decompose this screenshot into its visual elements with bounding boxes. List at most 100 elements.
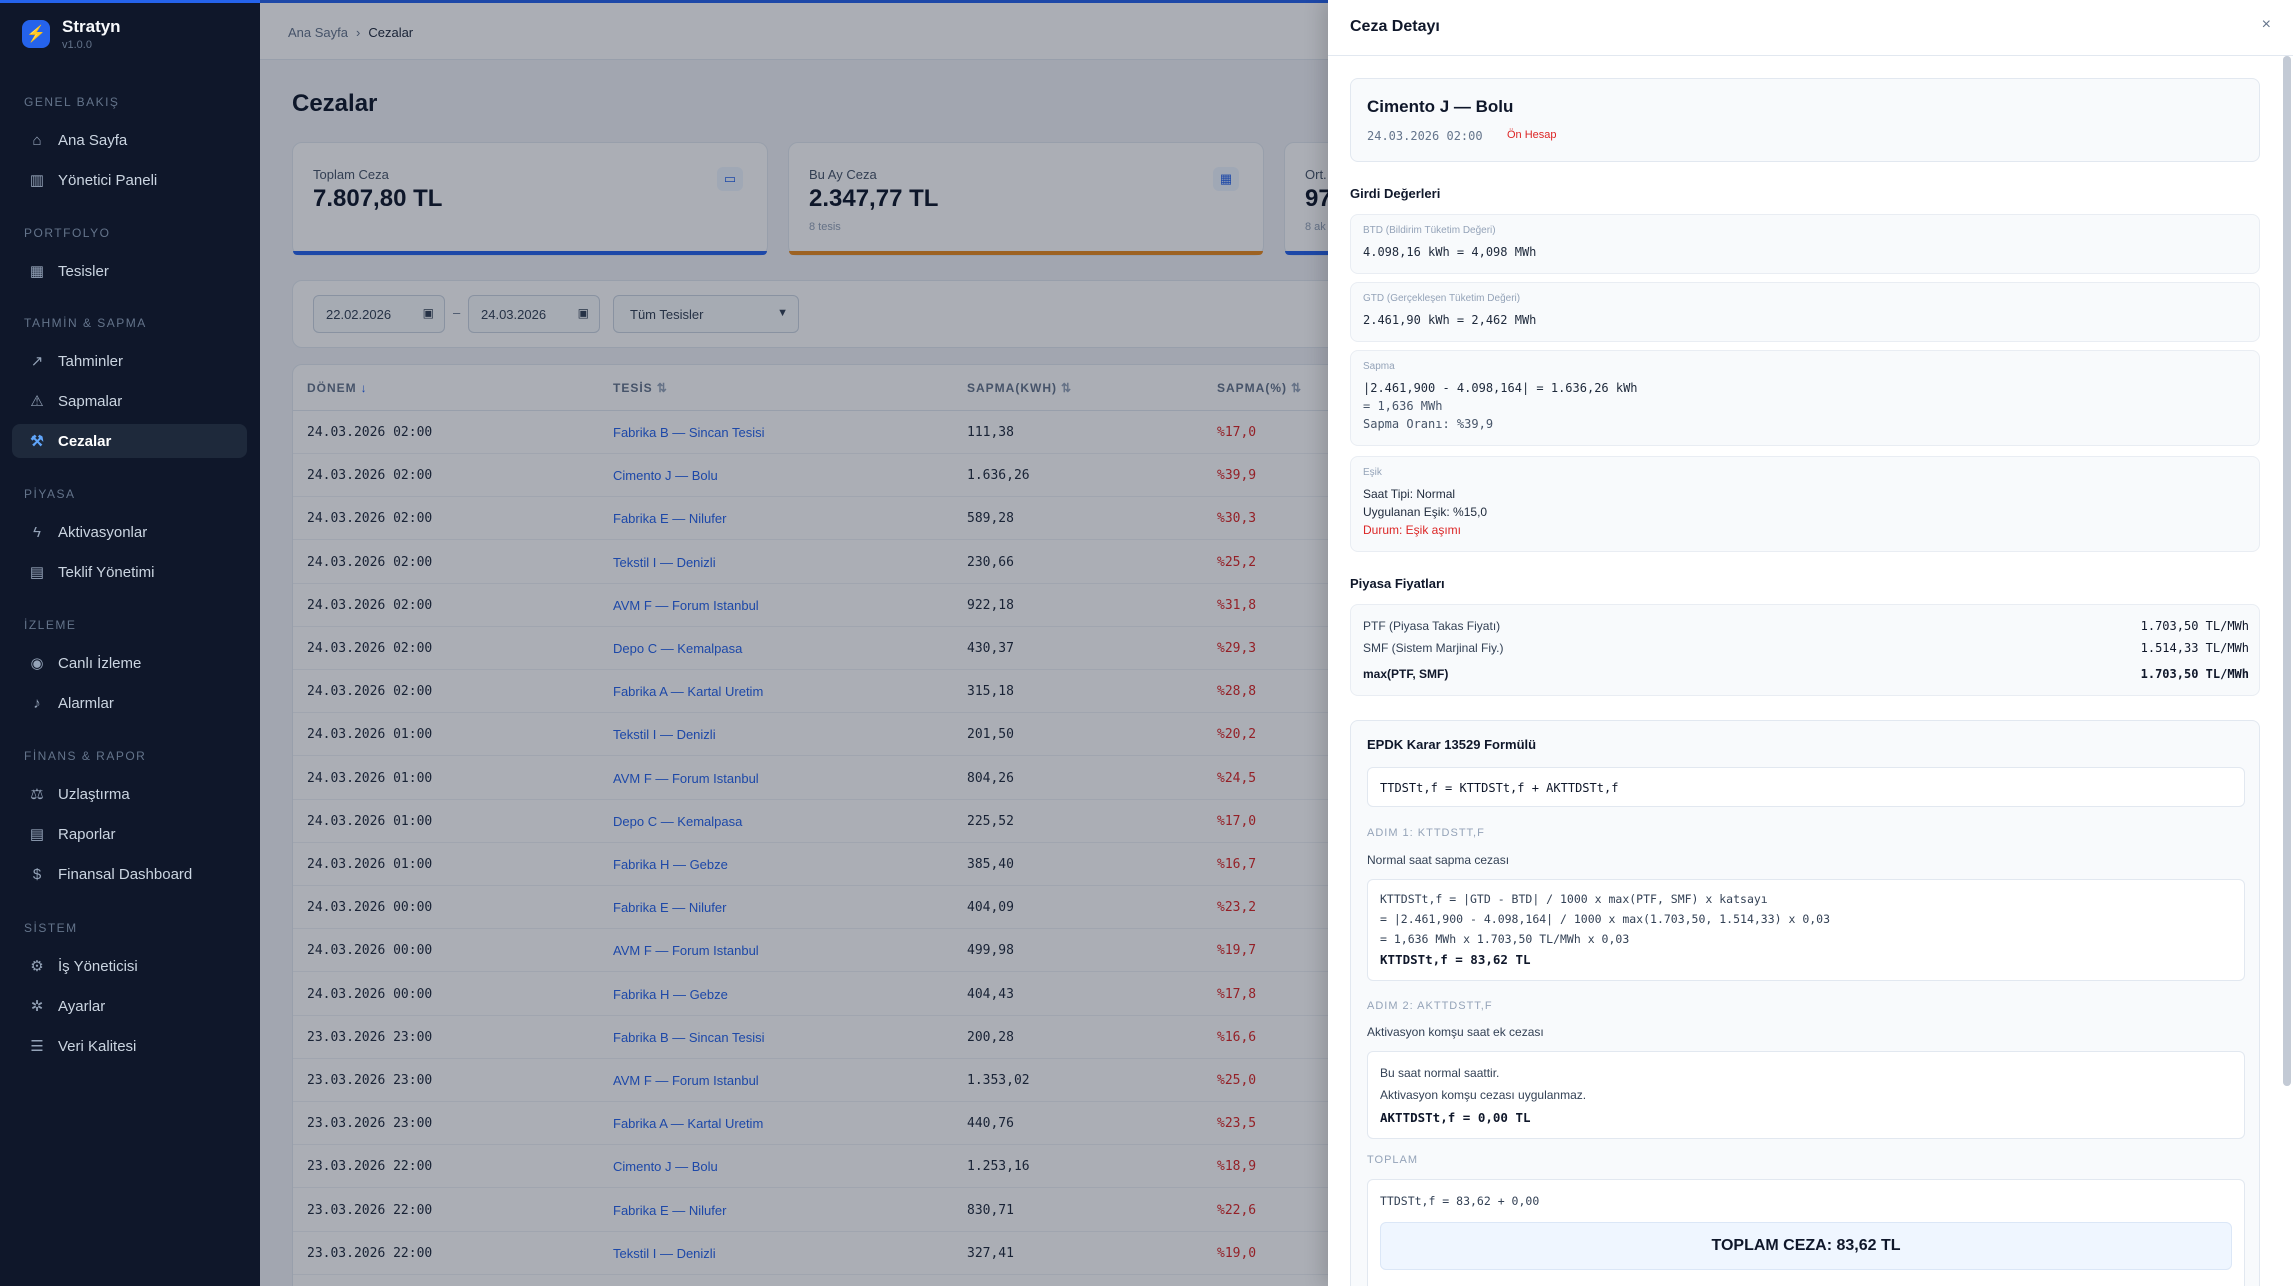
cell-kwh: 225,52 [967, 813, 1014, 829]
date-to-input[interactable]: 24.03.2026 ▣ [468, 295, 600, 333]
cell-pct: %20,2 [1217, 727, 1257, 743]
cell-facility-link[interactable]: Fabrika H — Gebze [613, 857, 728, 872]
brand[interactable]: ⚡ Stratyn v1.0.0 [22, 17, 121, 51]
breadcrumb-home[interactable]: Ana Sayfa [288, 25, 348, 40]
table-row[interactable]: 24.03.2026 01:00 AVM F — Forum Istanbul 80… [293, 757, 1791, 800]
calendar-icon[interactable]: ▣ [577, 306, 589, 320]
table-row[interactable]: 24.03.2026 02:00 Fabrika E — Nilufer 589,2… [293, 497, 1791, 541]
table-row[interactable]: 24.03.2026 00:00 Fabrika E — Nilufer 404,0… [293, 886, 1791, 930]
cell-pct: %30,3 [1217, 511, 1257, 527]
cell-facility-link[interactable]: Tekstil I — Denizli [613, 727, 716, 743]
table-row[interactable]: 24.03.2026 02:00 Depo C — Kemalpasa 430,37… [293, 627, 1791, 670]
table-row[interactable]: 23.03.2026 22:00 Fabrika E — Nilufer 830,7… [293, 1189, 1791, 1232]
sidebar-item-ana-sayfa[interactable]: ⌂ Ana Sayfa [12, 123, 247, 157]
cell-facility-link[interactable]: AVM F — Forum Istanbul [613, 597, 759, 613]
gtd-caption: GTD (Gerçekleşen Tüketim Değeri) [1363, 293, 1521, 304]
table-row[interactable]: 24.03.2026 00:00 AVM F — Forum Istanbul 49… [293, 929, 1791, 973]
cell-pct: %19,7 [1217, 943, 1257, 959]
cell-facility-link[interactable]: AVM F — Forum Istanbul [613, 1073, 759, 1088]
cell-period: 24.03.2026 01:00 [307, 770, 433, 786]
date-from-input[interactable]: 22.02.2026 ▣ [313, 295, 445, 333]
sidebar-item-sapmalar[interactable]: ⚠ Sapmalar [12, 384, 247, 418]
gear-icon: ✲ [30, 998, 44, 1015]
sidebar-item-cezalar[interactable]: ⚒ Cezalar [12, 424, 247, 458]
broadcast-icon: ◉ [30, 655, 44, 672]
cell-period: 24.03.2026 01:00 [307, 727, 433, 743]
facility-select[interactable]: Tüm Tesisler ▼ [613, 295, 799, 333]
formula-title: EPDK Karar 13529 Formülü [1367, 737, 1537, 752]
sidebar-item-yonetici-paneli[interactable]: ▥ Yönetici Paneli [12, 163, 247, 197]
table-row[interactable]: 24.03.2026 00:00 Fabrika H — Gebze 404,43%… [293, 973, 1791, 1016]
table-row[interactable]: 23.03.2026 23:00 Fabrika B — Sincan Tesis… [293, 1016, 1791, 1059]
sidebar: ⚡ Stratyn v1.0.0 GENEL BAKIŞ ⌂ Ana Sayfa … [0, 0, 260, 1286]
bar-chart-icon: ▥ [29, 172, 45, 189]
cell-facility-link[interactable]: Fabrika E — Nilufer [613, 1202, 727, 1218]
sidebar-item-canli-izleme[interactable]: ◉ Canlı İzleme [12, 646, 247, 680]
table-row[interactable]: 24.03.2026 01:00 Depo C — Kemalpasa 225,52… [293, 800, 1791, 843]
cog-icon: ⚙ [30, 958, 44, 975]
drawer-scrollbar[interactable] [2283, 56, 2291, 1086]
sidebar-item-teklif-yonetimi[interactable]: ▤ Teklif Yönetimi [12, 555, 247, 589]
bell-icon: ♪ [33, 694, 41, 712]
cell-facility-link[interactable]: Fabrika A — Kartal Uretim [613, 684, 764, 700]
building-icon: ▦ [29, 263, 45, 280]
table-row[interactable]: 24.03.2026 01:00 Fabrika H — Gebze 385,40%… [293, 843, 1791, 886]
cell-facility-link[interactable]: Fabrika H — Gebze [613, 986, 728, 1002]
scrollbar-thumb[interactable] [2283, 56, 2291, 1086]
cell-facility-link[interactable]: AVM F — Forum Istanbul [613, 770, 759, 786]
cell-pct: %28,8 [1217, 684, 1257, 700]
cell-facility-link[interactable]: Fabrika E — Nilufer [613, 511, 727, 527]
total-label: TOPLAM [1367, 1154, 1419, 1166]
header-period[interactable]: DÖNEM ↓ [307, 381, 368, 395]
sidebar-item-is-yoneticisi[interactable]: ⚙ İş Yöneticisi [12, 949, 247, 983]
header-facility[interactable]: TESİS ⇅ [613, 381, 668, 395]
table-row[interactable]: 24.03.2026 02:00 Cimento J — Bolu 1.636,26… [293, 454, 1791, 498]
sort-icon: ⇅ [656, 381, 668, 395]
header-kwh[interactable]: SAPMA(KWH) ⇅ [967, 381, 1073, 395]
sidebar-item-tahminler[interactable]: ↗ Tahminler [12, 344, 247, 378]
calendar-icon[interactable]: ▣ [422, 306, 434, 320]
table-row[interactable]: 23.03.2026 22:00 Tekstil I — Denizli 327,4… [293, 1232, 1791, 1275]
cell-facility-link[interactable]: Tekstil I — Denizli [613, 1245, 716, 1261]
cell-facility-link[interactable]: AVM F — Forum Istanbul [613, 943, 759, 959]
step1-result: KTTDSTt,f = 83,62 TL [1380, 952, 1531, 967]
cell-facility-link[interactable]: Depo C — Kemalpasa [613, 641, 743, 656]
sidebar-item-finansal-dashboard[interactable]: $ Finansal Dashboard [12, 857, 247, 891]
home-icon: ⌂ [32, 131, 42, 149]
cell-facility-link[interactable]: Fabrika E — Nilufer [613, 900, 727, 916]
cell-period: 24.03.2026 02:00 [307, 425, 433, 440]
table-row[interactable]: 23.03.2026 22:00 Cimento J — Bolu 1.253,16… [293, 1145, 1791, 1189]
sort-asc-icon: ↓ [360, 381, 368, 395]
table-row[interactable]: 23.03.2026 23:00 Fabrika A — Kartal Ureti… [293, 1102, 1791, 1146]
sidebar-item-aktivasyonlar[interactable]: ϟ Aktivasyonlar [12, 515, 247, 549]
cell-facility-link[interactable]: Fabrika B — Sincan Tesisi [613, 425, 765, 440]
summary-date: 24.03.2026 02:00 [1367, 129, 1483, 143]
sidebar-item-alarmlar[interactable]: ♪ Alarmlar [12, 686, 247, 720]
nav-section-genel: GENEL BAKIŞ [24, 95, 120, 109]
sidebar-item-tesisler[interactable]: ▦ Tesisler [12, 254, 247, 288]
sidebar-item-uzlastirma[interactable]: ⚖ Uzlaştırma [12, 777, 247, 811]
table-row[interactable]: 24.03.2026 02:00 AVM F — Forum Istanbul 92… [293, 584, 1791, 627]
cell-facility-link[interactable]: Tekstil I — Denizli [613, 554, 716, 570]
table-row[interactable]: 24.03.2026 02:00 Tekstil I — Denizli 230,6… [293, 541, 1791, 584]
stat-label: Toplam Ceza [313, 167, 389, 182]
sidebar-item-veri-kalitesi[interactable]: ☰ Veri Kalitesi [12, 1029, 247, 1063]
trend-icon: ↗ [30, 353, 44, 370]
cell-facility-link[interactable]: Depo C — Kemalpasa [613, 813, 743, 829]
formula-main: TTDSTt,f = KTTDSTt,f + AKTTDSTt,f [1380, 781, 1619, 795]
close-icon[interactable]: × [2261, 16, 2271, 33]
breadcrumb-current: Cezalar [368, 25, 414, 40]
cell-facility-link[interactable]: Fabrika A — Kartal Uretim [613, 1116, 764, 1132]
table-row[interactable]: 24.03.2026 01:00 Tekstil I — Denizli 201,5… [293, 713, 1791, 757]
cell-facility-link[interactable]: Fabrika B — Sincan Tesisi [613, 1029, 765, 1045]
step1-code-box: KTTDSTt,f = |GTD - BTD| / 1000 x max(PTF… [1367, 879, 2245, 981]
sidebar-item-ayarlar[interactable]: ✲ Ayarlar [12, 989, 247, 1023]
table-row[interactable]: 24.03.2026 02:00 Fabrika B — Sincan Tesis… [293, 411, 1791, 454]
sidebar-item-raporlar[interactable]: ▤ Raporlar [12, 817, 247, 851]
table-row[interactable]: 23.03.2026 23:00 AVM F — Forum Istanbul 1.… [293, 1059, 1791, 1102]
cell-facility-link[interactable]: Cimento J — Bolu [613, 468, 718, 484]
table-row[interactable]: 24.03.2026 02:00 Fabrika A — Kartal Ureti… [293, 670, 1791, 714]
table-header: DÖNEM ↓ TESİS ⇅ SAPMA(KWH) ⇅ SAPMA(%) ⇅ [293, 365, 1791, 411]
cell-facility-link[interactable]: Cimento J — Bolu [613, 1159, 718, 1175]
header-pct[interactable]: SAPMA(%) ⇅ [1217, 381, 1303, 395]
